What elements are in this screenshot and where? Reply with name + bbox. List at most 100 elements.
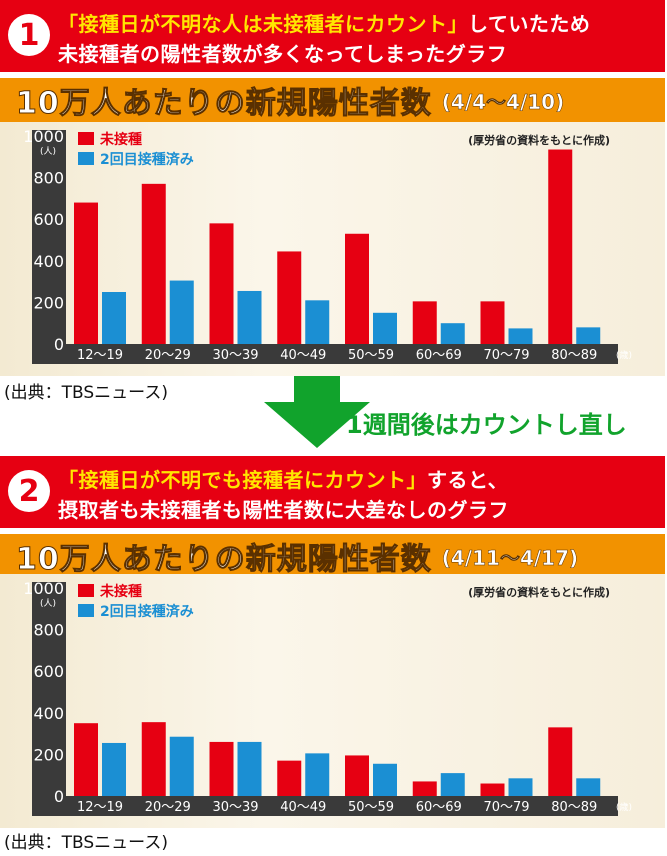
- y-tick-label: 200: [33, 745, 64, 764]
- bar-vaccinated: [508, 328, 533, 344]
- x-tick-label: 60～69: [416, 348, 462, 363]
- bar-vaccinated: [305, 300, 330, 344]
- chart-title: 10万人あたりの新規陽性者数: [16, 86, 432, 122]
- bar-chart-week1: 0 200 400 600 800 1000(人) 12～19 20～29 30～39 40～49…: [23, 127, 632, 364]
- legend-swatch: [78, 132, 94, 145]
- bar-unvaccinated: [74, 202, 98, 344]
- x-tick-label: 30～39: [212, 800, 258, 815]
- y-tick-label: 200: [33, 293, 64, 312]
- y-axis-band: [32, 130, 66, 364]
- x-unit-label: (歳): [616, 349, 632, 361]
- chart-title-bar: 10万人あたりの新規陽性者数 (4/4～4/10): [0, 78, 665, 122]
- legend-label: 2回目接種済み: [100, 603, 194, 620]
- legend-label: 2回目接種済み: [100, 151, 194, 168]
- bar-vaccinated: [373, 312, 397, 344]
- x-tick-label: 80～89: [551, 348, 597, 363]
- y-tick-label: 1000: [23, 127, 64, 146]
- x-tick-label: 70～79: [483, 348, 529, 363]
- chart-area-week1: 0 200 400 600 800 1000 (人) 12～19 20～29 30～39 40～49…: [0, 122, 665, 376]
- bar-chart-week2: 0 200 400 600 800 1000(人) 12～19 20～29 30～39 40～49…: [23, 579, 632, 816]
- y-tick-label: 400: [33, 252, 64, 271]
- chart-date-range: (4/11～4/17): [441, 545, 579, 570]
- x-tick-label: 60～69: [416, 800, 462, 815]
- banner-line-1: 「接種日が不明な人は未接種者にカウント」していたため: [58, 8, 590, 37]
- banner-week1: 1 「接種日が不明な人は未接種者にカウント」していたため 未接種者の陽性者数が多…: [0, 0, 665, 72]
- bar-unvaccinated: [412, 781, 437, 796]
- banner-week2: 2 「接種日が不明でも接種者にカウント」すると、 摂取者も未接種者も陽性者数に大…: [0, 456, 665, 528]
- bar-vaccinated: [237, 741, 262, 796]
- y-tick-label: 400: [33, 704, 64, 723]
- bar-vaccinated: [576, 327, 601, 344]
- bar-vaccinated: [508, 778, 533, 796]
- y-tick-label: 800: [33, 169, 64, 188]
- bar-vaccinated: [373, 763, 397, 796]
- bar-vaccinated: [169, 280, 194, 344]
- bar-unvaccinated: [277, 251, 302, 344]
- bar-unvaccinated: [480, 301, 505, 344]
- y-tick-label: 600: [33, 662, 64, 681]
- legend-label: 未接種: [100, 583, 142, 600]
- x-tick-label: 70～79: [483, 800, 529, 815]
- banner-line1-post: すると、: [427, 468, 509, 492]
- x-unit-label: (歳): [616, 801, 632, 813]
- bar-vaccinated: [169, 736, 194, 796]
- bar-unvaccinated: [209, 223, 234, 344]
- bar-unvaccinated: [480, 783, 505, 796]
- banner-line-1: 「接種日が不明でも接種者にカウント」すると、: [58, 464, 508, 493]
- chart-area-week2: 0 200 400 600 800 1000 (人) 12～19 20～29 30～39 40～49…: [0, 574, 665, 828]
- y-axis-band: [32, 582, 66, 816]
- x-axis-band: [66, 796, 618, 816]
- x-tick-label: 12～19: [77, 348, 123, 363]
- bar-vaccinated: [305, 753, 330, 796]
- x-tick-label: 12～19: [77, 800, 123, 815]
- bar-vaccinated: [102, 742, 126, 796]
- banner-highlight: 「接種日が不明でも接種者にカウント」: [58, 468, 427, 492]
- legend-swatch: [78, 604, 94, 617]
- bar-unvaccinated: [277, 760, 302, 796]
- y-tick-label: 0: [54, 335, 64, 354]
- chart-title-bar: 10万人あたりの新規陽性者数 (4/11～4/17): [0, 534, 665, 578]
- x-tick-label: 20～29: [145, 800, 191, 815]
- x-tick-label: 50～59: [348, 348, 394, 363]
- y-tick-label: 0: [54, 787, 64, 806]
- bar-vaccinated: [440, 773, 465, 796]
- section-number-badge: 2: [8, 470, 50, 512]
- down-arrow-icon: [262, 376, 372, 448]
- y-tick-label: 600: [33, 210, 64, 229]
- bar-unvaccinated: [548, 727, 573, 796]
- bar-vaccinated: [576, 778, 601, 796]
- chart-annotation: (厚労省の資料をもとに作成): [468, 585, 610, 599]
- y-unit-label: (人): [40, 598, 56, 609]
- y-tick-label: 1000: [23, 579, 64, 598]
- bar-vaccinated: [237, 290, 262, 344]
- bar-unvaccinated: [141, 183, 166, 344]
- chart-annotation: (厚労省の資料をもとに作成): [468, 133, 610, 147]
- x-tick-label: 20～29: [145, 348, 191, 363]
- x-tick-label: 30～39: [212, 348, 258, 363]
- banner-line-2: 未接種者の陽性者数が多くなってしまったグラフ: [58, 42, 508, 66]
- banner-highlight: 「接種日が不明な人は未接種者にカウント」: [58, 12, 468, 36]
- x-tick-label: 40～49: [280, 348, 326, 363]
- y-unit-label: (人): [40, 146, 56, 157]
- legend-swatch: [78, 584, 94, 597]
- y-tick-label: 800: [33, 621, 64, 640]
- chart-title: 10万人あたりの新規陽性者数: [16, 542, 432, 578]
- bar-unvaccinated: [548, 149, 573, 344]
- legend-label: 未接種: [100, 131, 142, 148]
- source-credit: (出典：TBSニュース): [4, 383, 168, 403]
- legend-swatch: [78, 152, 94, 165]
- x-tick-label: 80～89: [551, 800, 597, 815]
- section-number-badge: 1: [8, 14, 50, 56]
- bar-unvaccinated: [345, 755, 369, 796]
- bar-unvaccinated: [345, 233, 369, 344]
- bar-vaccinated: [440, 323, 465, 344]
- bar-vaccinated: [102, 292, 126, 344]
- bar-unvaccinated: [74, 723, 98, 796]
- banner-line-2: 摂取者も未接種者も陽性者数に大差なしのグラフ: [58, 498, 509, 522]
- chart-date-range: (4/4～4/10): [441, 89, 565, 114]
- x-tick-label: 40～49: [280, 800, 326, 815]
- x-tick-label: 50～59: [348, 800, 394, 815]
- bar-unvaccinated: [412, 301, 437, 344]
- banner-line1-post: していたため: [468, 12, 591, 36]
- x-axis-band: [66, 344, 618, 364]
